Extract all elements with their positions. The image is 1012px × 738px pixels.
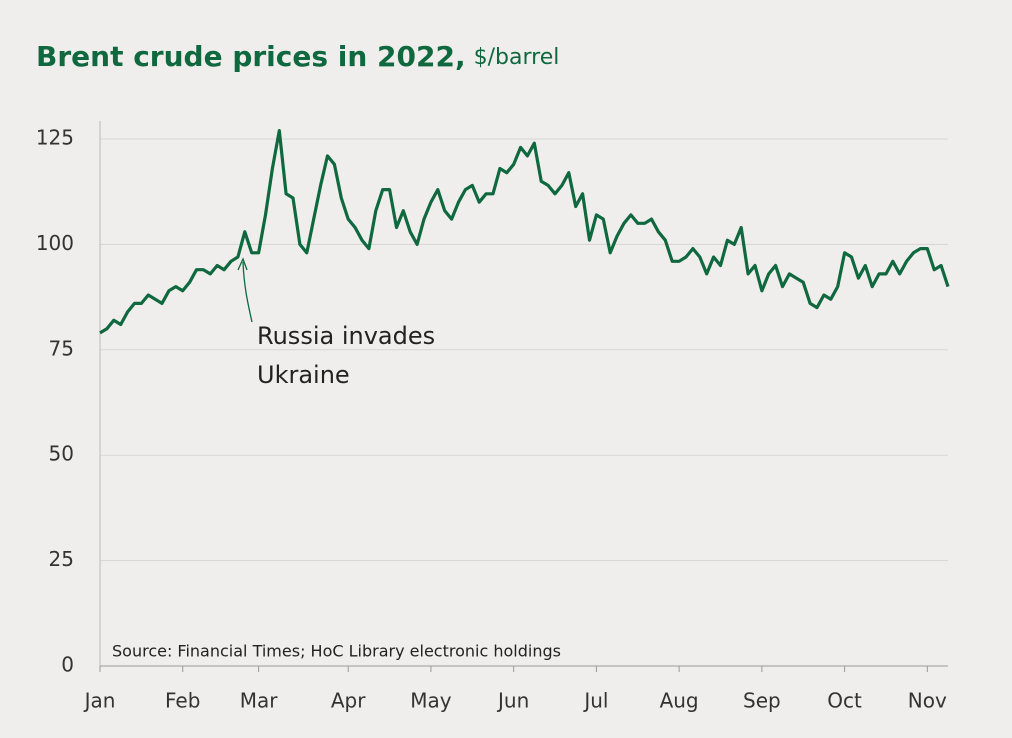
x-tick-label: Jun [496, 689, 529, 713]
annotation-arrowhead [237, 257, 248, 271]
chart-subtitle: $/barrel [474, 45, 560, 70]
x-tick-label: Aug [660, 689, 699, 713]
source: Source: Financial Times; HoC Library ele… [112, 642, 561, 661]
y-tick-label: 75 [49, 336, 74, 360]
y-tick-label: 100 [36, 231, 74, 255]
y-tick-label: 50 [49, 442, 74, 466]
x-tick-label: Sep [743, 689, 781, 713]
x-tick-label: Jan [83, 689, 116, 713]
y-tick-label: 125 [36, 126, 74, 150]
y-tick-label: 0 [61, 653, 74, 677]
y-tick-label: 25 [49, 547, 74, 571]
title-group: Brent crude prices in 2022, $/barrel [36, 40, 559, 73]
price-line [99, 129, 950, 335]
annotation-arrow [242, 261, 253, 323]
x-tick-label: May [410, 689, 452, 713]
x-tick-label: Nov [908, 689, 947, 713]
x-tick-label: Mar [240, 689, 279, 713]
x-tick-label: Jul [582, 689, 608, 713]
chart-title: Brent crude prices in 2022, [36, 40, 466, 73]
annotation: Russia invades [257, 322, 435, 350]
x-tick-label: Oct [827, 689, 862, 713]
annotation: Ukraine [257, 361, 350, 389]
x-tick-label: Apr [331, 689, 366, 713]
x-tick-label: Feb [165, 689, 200, 713]
